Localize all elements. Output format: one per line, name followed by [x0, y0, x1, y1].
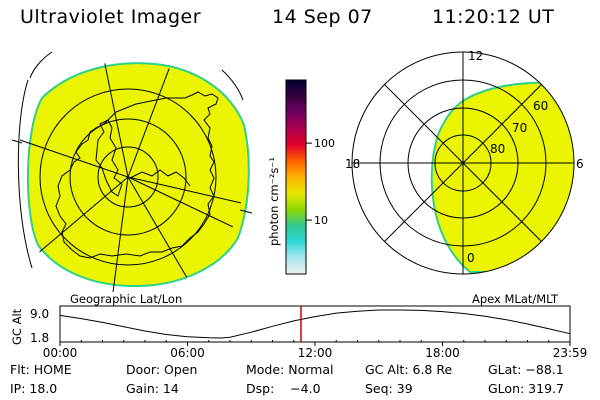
info-gain: Gain: 14	[126, 381, 179, 396]
colorbar-tick-label: 10	[314, 214, 328, 227]
orbit-xtick-label: 06:00	[170, 346, 205, 360]
apex-mlat-label-60: 60	[533, 99, 548, 113]
geo-outer-arc	[17, 79, 33, 269]
info-door: Door: Open	[126, 362, 198, 377]
geographic-panel: Geographic Lat/Lon	[11, 51, 253, 306]
orbit-strip: 00:00 06:00 12:00 18:00 23:59 GC Alt 9.0 1.8	[10, 305, 588, 360]
info-seq: Seq: 39	[365, 381, 413, 396]
geo-meridian	[127, 176, 244, 236]
orbit-ytick-top: 9.0	[30, 307, 49, 321]
orbit-xtick-label: 18:00	[425, 346, 460, 360]
geo-meridian-ext	[11, 139, 23, 144]
colorbar-label: photon cm⁻²s⁻¹	[267, 157, 281, 246]
geo-lat-circle	[39, 88, 217, 266]
info-glat: GLat: −88.1	[488, 362, 564, 377]
image-time: 11:20:12 UT	[432, 6, 555, 28]
apex-mlt-label-12: 12	[468, 49, 483, 63]
geo-outer-arc	[221, 69, 244, 101]
geo-lat-circle	[69, 118, 187, 236]
info-gc-alt: GC Alt: 6.8 Re	[365, 362, 453, 377]
info-mode: Mode: Normal	[246, 362, 334, 377]
geographic-caption: Geographic Lat/Lon	[70, 292, 182, 306]
instrument-title: Ultraviolet Imager	[20, 6, 202, 28]
colorbar-scale	[285, 79, 307, 275]
info-ip: IP: 18.0	[10, 381, 58, 396]
apex-mlat-label-80: 80	[490, 142, 505, 156]
info-glon: GLon: 319.7	[488, 381, 564, 396]
orbit-altitude-line	[59, 309, 571, 339]
apex-mlat-label-70: 70	[512, 121, 527, 135]
geo-meridian	[111, 176, 129, 293]
apex-mlt-label-6: 6	[576, 157, 584, 171]
orbit-xtick-label: 00:00	[43, 346, 78, 360]
geo-meridian-ext	[239, 209, 253, 214]
antarctic-coastline	[55, 91, 219, 259]
apex-mlt-line	[384, 84, 542, 242]
info-flight: Flt: HOME	[10, 362, 72, 377]
colorbar-tick-label: 100	[314, 137, 335, 150]
apex-panel: 12 6 0 18 60 70 80 Apex MLat/MLT	[345, 49, 584, 306]
geo-meridian	[19, 139, 129, 178]
orbit-ylabel: GC Alt	[10, 308, 24, 345]
geo-lat-circle	[97, 146, 159, 208]
info-dsp: Dsp: −4.0	[246, 381, 321, 396]
apex-auroral-fill	[430, 81, 574, 273]
geo-meridian	[127, 176, 244, 206]
orbit-ytick-bottom: 1.8	[30, 331, 49, 345]
peninsula-coastline	[95, 119, 123, 197]
apex-mlt-label-18: 18	[345, 157, 360, 171]
ice-shelf-coastline	[129, 169, 191, 187]
geo-outer-arc	[29, 51, 53, 79]
apex-mlt-label-0: 0	[467, 251, 475, 265]
colorbar: 100 10 photon cm⁻²s⁻¹	[267, 79, 335, 275]
orbit-xtick-label: 12:00	[298, 346, 333, 360]
image-date: 14 Sep 07	[272, 6, 373, 28]
apex-caption: Apex MLat/MLT	[472, 292, 559, 306]
orbit-xtick-label: 23:59	[553, 346, 588, 360]
orbit-plot-frame	[59, 305, 571, 343]
